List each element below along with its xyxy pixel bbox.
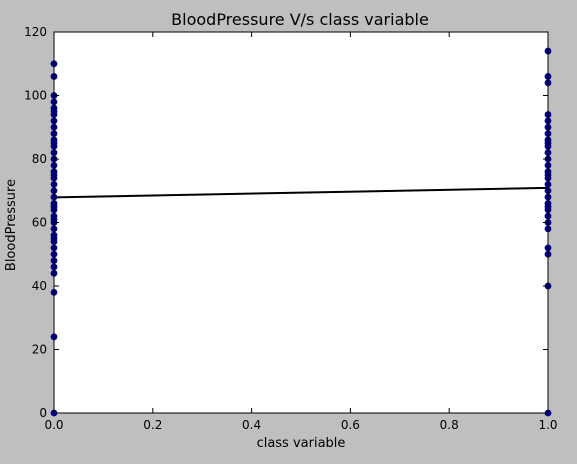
x-axis-label: class variable [257, 436, 346, 451]
x-tick-label: 0.0 [44, 418, 63, 432]
x-tick-label: 0.4 [242, 418, 261, 432]
y-tick-label: 20 [32, 343, 47, 357]
plot-area [54, 32, 548, 413]
x-axis-ticks: 0.0 0.2 0.4 0.6 0.8 1.0 [44, 32, 558, 432]
y-tick-label: 100 [24, 89, 47, 103]
regression-line [53, 186, 549, 199]
chart-title: BloodPressure V/s class variable [171, 10, 429, 29]
y-tick-label: 40 [32, 279, 47, 293]
x-tick-label: 1.0 [538, 418, 557, 432]
y-tick-label: 120 [24, 25, 47, 39]
x-tick-label: 0.2 [143, 418, 162, 432]
y-tick-label: 60 [32, 216, 47, 230]
x-tick-label: 0.8 [440, 418, 459, 432]
y-tick-label: 80 [32, 152, 47, 166]
x-tick-label: 0.6 [341, 418, 360, 432]
y-tick-label: 0 [39, 406, 47, 420]
y-axis-label: BloodPressure [4, 179, 19, 271]
regression-line-layer [53, 186, 549, 199]
y-axis-ticks: 0 20 40 60 80 100 120 [24, 25, 548, 420]
